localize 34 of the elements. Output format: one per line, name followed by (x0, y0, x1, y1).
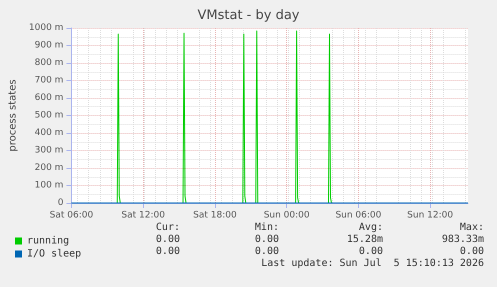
y-tick-label: 300 m (34, 146, 64, 156)
y-tick-label: 400 m (34, 128, 64, 138)
y-tick-label: 900 m (34, 40, 64, 50)
y-tick-label: 1000 m (28, 23, 64, 33)
text: 0.00 (156, 246, 180, 257)
x-tick-label: Sat 18:00 (193, 210, 237, 220)
y-tick-label: 200 m (34, 163, 64, 173)
y-tick-label: 600 m (34, 93, 64, 103)
x-tick-label: Sat 06:00 (50, 210, 94, 220)
text: Cur: (156, 222, 180, 233)
text: Last update: Sun Jul 5 15:10:13 2026 (261, 258, 484, 269)
x-tick-label: Sun 00:00 (264, 210, 310, 220)
x-tick-label: Sun 06:00 (335, 210, 382, 220)
x-tick-label: Sat 12:00 (121, 210, 166, 220)
y-tick-label: 100 m (34, 180, 64, 190)
text: 0.00 (254, 234, 279, 245)
y-tick-label: 0 (58, 198, 64, 208)
y-axis-title: process states (8, 79, 18, 152)
x-tick-label: Sun 12:00 (407, 210, 454, 220)
text: 0.00 (156, 234, 180, 245)
text: Max: (460, 222, 484, 233)
text: Avg: (358, 222, 383, 233)
y-tick-label: 700 m (34, 76, 64, 86)
text: 15.28m (346, 234, 383, 245)
y-tick-label: 800 m (34, 58, 64, 68)
legend-label: I/O sleep (27, 248, 82, 260)
y-tick-label: 500 m (34, 110, 64, 120)
chart-title: VMstat - by day (198, 8, 300, 23)
text: 0.00 (254, 246, 279, 257)
legend-label: running (27, 236, 70, 246)
text: 0.00 (460, 246, 484, 257)
text: 983.33m (442, 234, 484, 245)
text: 0.00 (358, 246, 383, 257)
text: Min: (254, 222, 279, 233)
